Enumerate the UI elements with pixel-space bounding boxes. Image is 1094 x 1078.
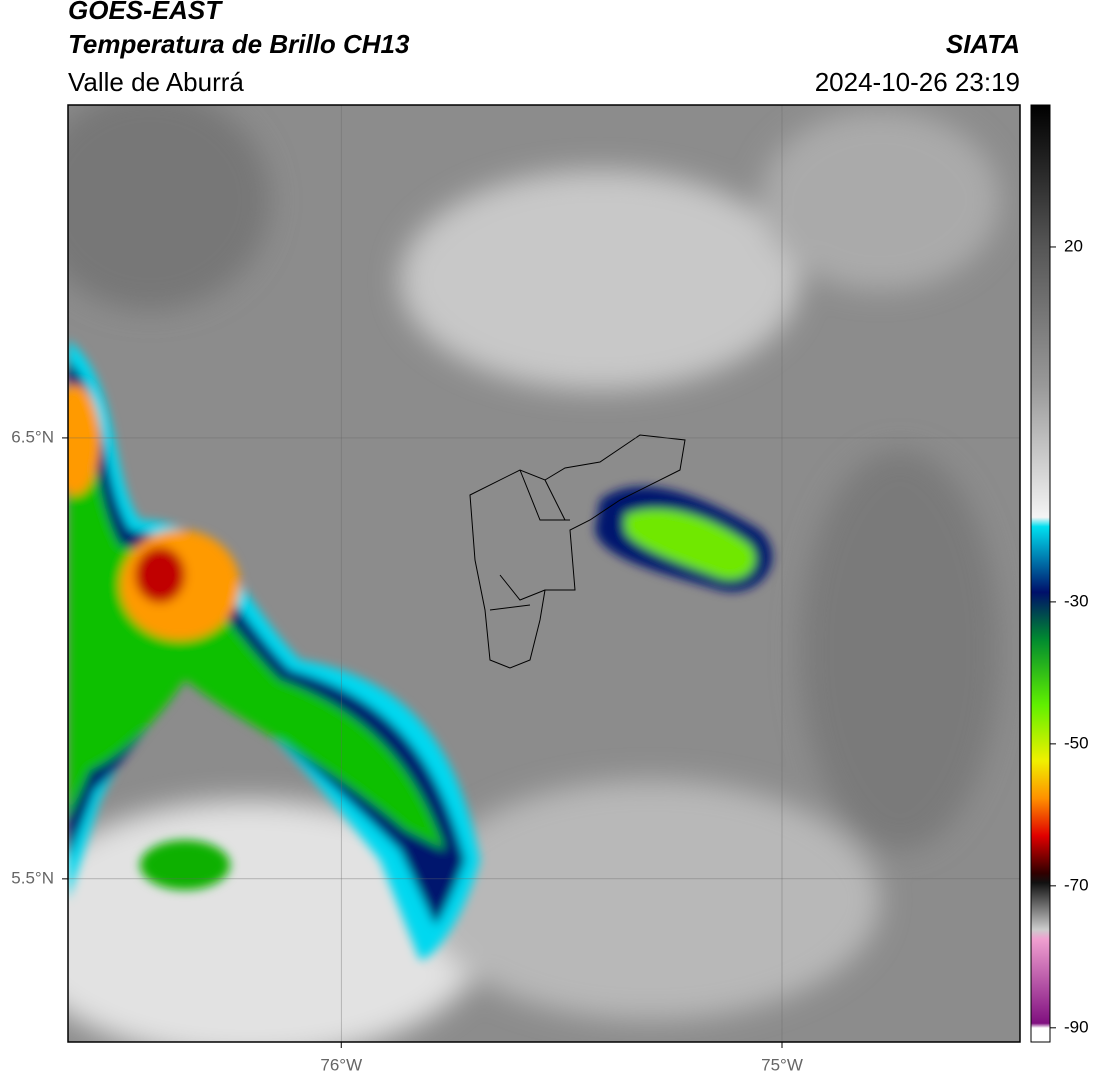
timestamp: 2024-10-26 23:19 [815, 67, 1020, 97]
satellite-image [68, 105, 1020, 1042]
y-tick-label: 6.5°N [11, 427, 54, 446]
colorbar-tick-label: -50 [1064, 733, 1089, 752]
map-frame [67, 104, 1021, 1043]
subtitle: Temperatura de Brillo CH13 [68, 29, 410, 59]
colorbar-tick-label: -90 [1064, 1017, 1089, 1036]
source: SIATA [946, 29, 1020, 59]
x-tick-label: 75°W [761, 1055, 803, 1074]
y-tick-label: 5.5°N [11, 868, 54, 887]
colorbar-tick-label: -30 [1064, 591, 1089, 610]
colorbar [1030, 104, 1051, 1043]
colorbar-tick-label: 20 [1064, 236, 1083, 255]
colorbar-tick-label: -70 [1064, 875, 1089, 894]
title: GOES-EAST [68, 0, 223, 25]
x-tick-label: 76°W [320, 1055, 362, 1074]
region: Valle de Aburrá [68, 67, 244, 97]
